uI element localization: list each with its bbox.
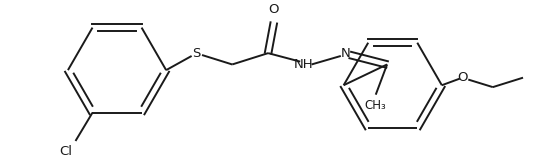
Text: O: O — [457, 71, 468, 84]
Text: O: O — [268, 3, 279, 16]
Text: CH₃: CH₃ — [365, 99, 387, 112]
Text: S: S — [192, 47, 200, 60]
Text: NH: NH — [294, 58, 314, 71]
Text: N: N — [341, 47, 350, 60]
Text: Cl: Cl — [60, 145, 73, 158]
